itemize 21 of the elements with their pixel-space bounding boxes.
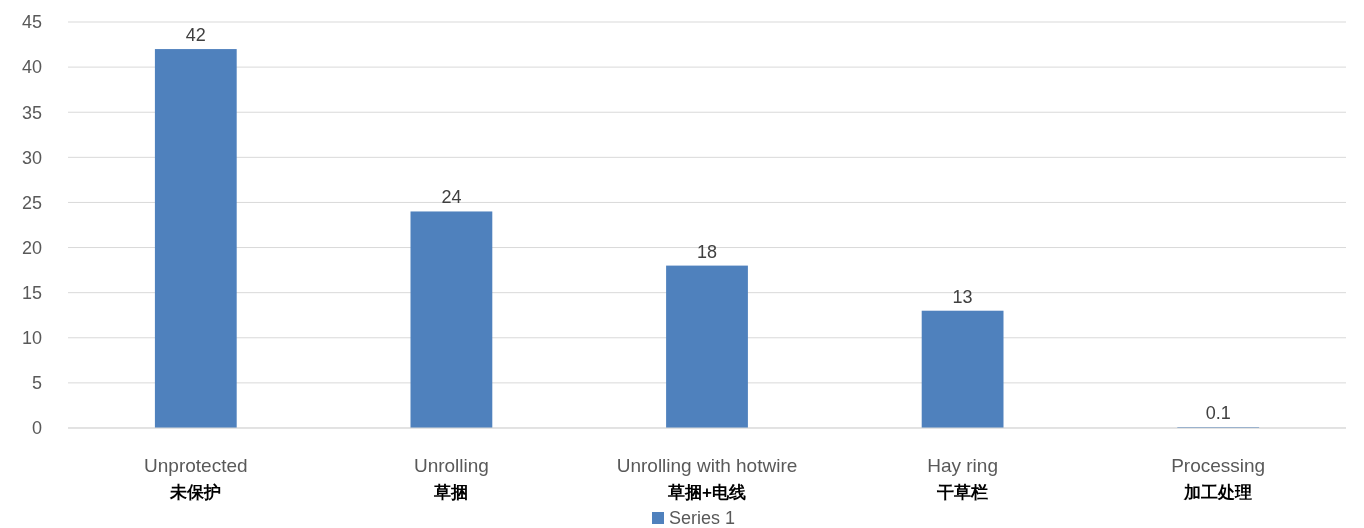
- data-label: 42: [185, 25, 206, 46]
- x-tick-label: Processing 加工处理: [1171, 455, 1266, 502]
- y-tick-label: 5: [31, 373, 42, 394]
- y-tick-label: 20: [21, 237, 42, 258]
- y-tick-label: 0: [31, 418, 42, 439]
- y-tick-label: 45: [21, 12, 42, 33]
- y-tick-label: 25: [21, 192, 42, 213]
- y-tick-label: 40: [21, 57, 42, 78]
- x-tick-label: Unrolling with hotwire 草捆+电线: [616, 455, 798, 502]
- y-tick-label: 10: [21, 328, 42, 349]
- data-label: 0.1: [1205, 403, 1231, 424]
- data-label: 18: [696, 241, 718, 262]
- data-label: 24: [441, 187, 462, 208]
- y-tick-label: 30: [21, 147, 42, 168]
- legend-label: Series 1: [669, 508, 736, 528]
- y-tick-label: 15: [21, 282, 42, 303]
- data-label: 13: [952, 286, 973, 307]
- x-tick-label: Unrolling 草捆: [413, 455, 489, 502]
- y-tick-label: 35: [21, 102, 42, 123]
- x-tick-label: Hay ring 干草栏: [927, 455, 998, 502]
- x-tick-label: Unprotected 未保护: [144, 455, 248, 502]
